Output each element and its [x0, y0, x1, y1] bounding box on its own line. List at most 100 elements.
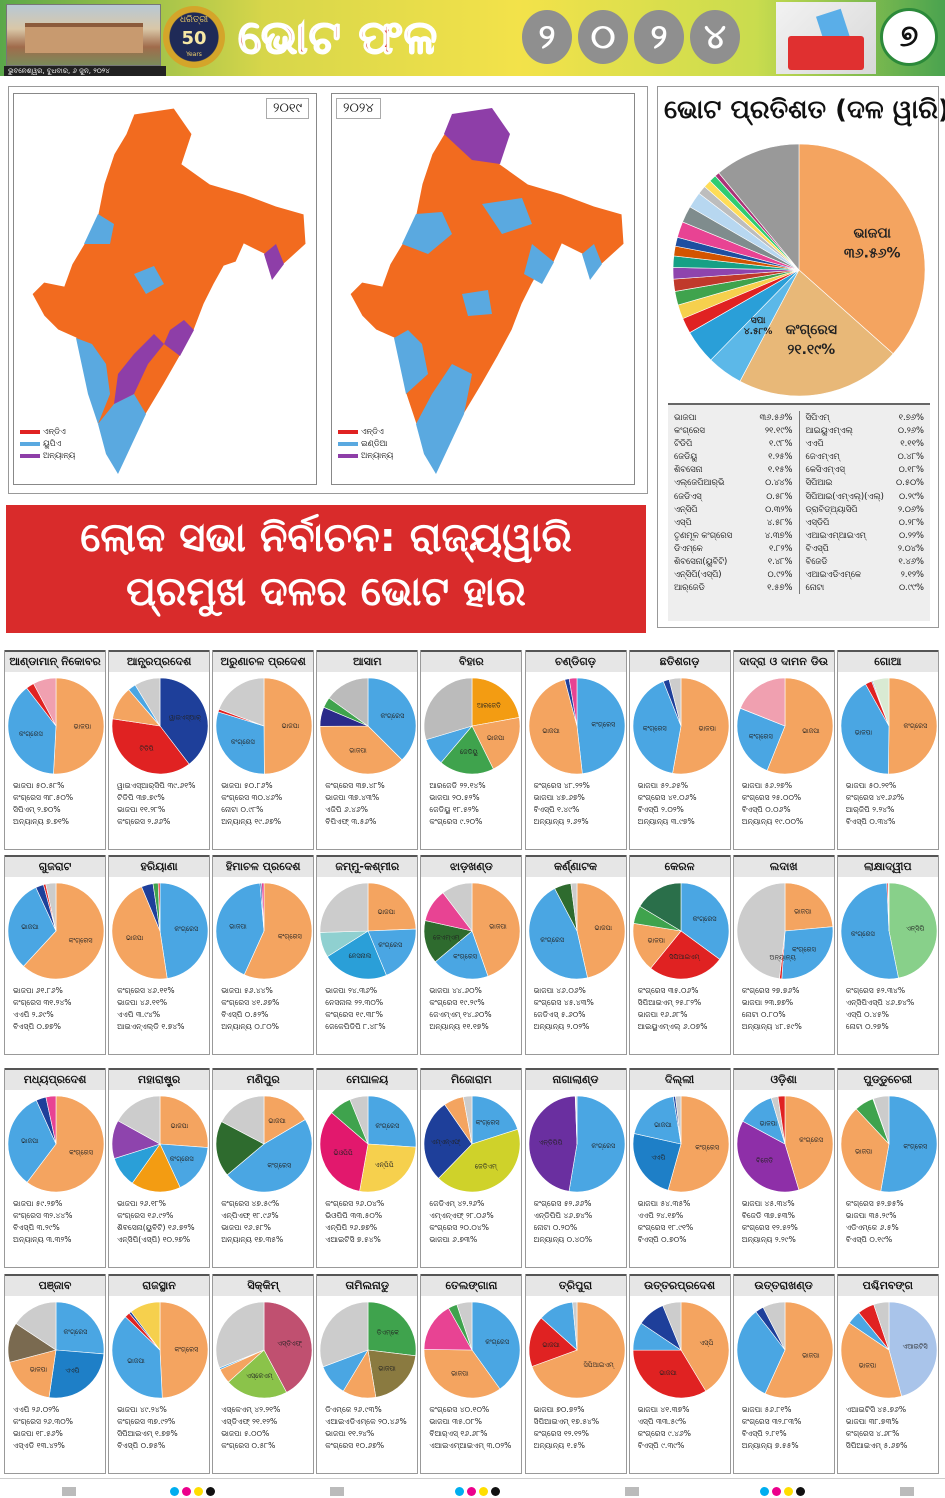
state-pie-chart: ଭାଜପା କଂଗ୍ରେସ	[111, 1095, 209, 1193]
vote-share-row: ଆଇୟୁଏମ୍‌ଏଲ୍ ୦.୨୬%	[806, 424, 925, 437]
year-digit: ୪	[690, 10, 740, 64]
pie-slice	[367, 1349, 417, 1398]
vote-line: କଂଗ୍ରେସ ୪.୬୮%	[845, 1429, 900, 1438]
vote-line: ଜେଡିୟୁ ୧୮.୫୨%	[429, 805, 479, 814]
vote-line: ଏନ୍‌ସିପି(ଏସ୍‌ପି) ୧୦.୨୭%	[117, 1235, 191, 1244]
legend-item: ଅନ୍ୟାନ୍ୟ	[43, 451, 76, 460]
vote-share-row: ଏନ୍‌ସିପି(ଏସ୍‌ପି) ୦.୯୨%	[674, 568, 793, 581]
state-vote-lines: କଂଗ୍ରେସ ୩୫.୦୬% ସିପିଆଇଏମ୍ ୨୫.୮୨% ଭାଜପା ୧୬.୬…	[638, 985, 728, 1033]
party-name: ଜେଡିୟୁ	[674, 451, 698, 462]
national-pie-chart: ଭାଜପା ୩୬.୫୬% କଂଗ୍ରେସ ୨୧.୧୯% ସପା୪.୫୮%	[672, 143, 926, 397]
vote-share-row: ଜେଡିୟୁ ୧.୨୫%	[674, 450, 793, 463]
pie-slice	[674, 1095, 681, 1145]
pie-slice	[766, 677, 833, 775]
vote-line: କଂଗ୍ରେସ ୩୫.୦୬%	[637, 986, 699, 995]
pie-slice	[680, 882, 729, 960]
vote-line: ଭାଜପା ୭୦.୭୨%	[533, 1405, 585, 1414]
pie-slice	[463, 1095, 473, 1145]
map-year-label: ୨୦୧୯	[266, 98, 310, 119]
pie-slice	[244, 882, 313, 980]
vote-line: ବିପିଏଫ୍ ୩.୫୬%	[325, 817, 377, 826]
vote-line: ଟିଡିପି ୩୭.୭୯%	[117, 793, 165, 802]
pie-slice	[440, 725, 495, 775]
state-card: ଗୋଆ କଂଗ୍ରେସ ଭାଜପା ଭାଜପା ୫୦.୨୧% କଂଗ୍ରେସ ୪୧.୬୬…	[836, 650, 939, 850]
state-pie-chart: ଆରଜେଡି ଭାଜପା ଜେଡିୟୁ	[424, 677, 521, 775]
state-vote-lines: ଭାଜପା ୪୬.୦୬% କଂଗ୍ରେସ ୪୫.୪୩% ଜେଡିଏସ୍ ୫.୬୦% ଅ…	[534, 985, 624, 1033]
party-name: ଏନ୍‌ସିପି(ଏସ୍‌ପି)	[674, 569, 722, 580]
pie-slice	[261, 882, 265, 932]
vote-share-row: ଡିଏମ୍‌କେ ୧.୮୨%	[674, 542, 793, 555]
pie-slice	[574, 1095, 577, 1145]
party-name: ଟିଡିପି	[674, 438, 693, 449]
vote-line: ଭାଜପା ୧୮.୫୬%	[13, 1429, 63, 1438]
vote-share-row: ଏସ୍‌ଡିପି ୦.୨୮%	[806, 516, 925, 529]
vote-line: ବିଏସ୍‌ପି ୨.୮୧%	[741, 1429, 787, 1438]
party-percent: ୦.୧୮%	[898, 464, 924, 475]
party-name: ଏଆଇଏଡିଏମ୍‌କେ	[805, 569, 862, 580]
party-name: ଆଇୟୁଏମ୍‌ଏଲ୍	[805, 425, 853, 436]
state-name: ତେଲଙ୍ଗାନା	[421, 1274, 522, 1296]
pie-label: କଂଗ୍ରେସ	[486, 1338, 510, 1346]
pie-slice	[48, 1349, 105, 1399]
party-name: ଶିବସେନା(ୟୁବିଟି)	[674, 556, 728, 567]
pie-slice	[33, 677, 57, 727]
state-pie-chart: କଂଗ୍ରେସ ବିଜେଡି ଭାଜପା	[736, 1095, 833, 1193]
pie-label: କଂଗ୍ରେସ	[540, 936, 564, 944]
pie-label: ଅନ୍ୟାନ୍ୟ	[769, 953, 796, 961]
vote-line: ଭାଜପା ୫୦.୮୬%	[221, 781, 273, 790]
pie-label: ଏସ୍‌କେଏମ୍	[246, 1372, 274, 1380]
state-card: ମହାରାଷ୍ଟ୍ର ଭାଜପା କଂଗ୍ରେସ ଭାଜପା ୨୬.୧୮% କଂଗ୍ରେ…	[108, 1068, 211, 1268]
pie-slice	[798, 143, 926, 355]
state-vote-lines: ଭାଜପା ୫୬.୮୧% କଂଗ୍ରେସ ୩୨.୮୩% ବିଏସ୍‌ପି ୨.୮୧%…	[742, 1404, 832, 1452]
party-percent: ୦.୨୮%	[898, 516, 924, 527]
state-pie-chart: ଭାଜପା କଂଗ୍ରେସ	[632, 677, 729, 775]
state-vote-lines: ଭାଜପା ୫୨.୬୫% କଂଗ୍ରେସ ୪୧.୦୬% ବିଏସ୍‌ପି ୨.୦୨%…	[638, 780, 728, 828]
pie-label: ଭାଜପା	[126, 934, 144, 942]
vote-line: କଂଗ୍ରେସ ୩୮.୫୦%	[13, 793, 74, 802]
state-name: ମିଜୋରାମ	[421, 1068, 522, 1090]
state-name: ବିହାର	[421, 650, 522, 672]
vote-share-row: ଜେଡିଏସ୍ ୦.୫୮%	[674, 490, 793, 503]
party-percent: ୨୧.୧୯%	[764, 425, 793, 436]
map-year-label: ୨୦୨୪	[336, 98, 381, 119]
vote-line: ଭାଜପା ୫.୦୦%	[221, 1429, 270, 1438]
year-digit: ୨	[634, 10, 684, 64]
pie-label: କଂଗ୍ରେସ	[792, 945, 816, 953]
state-vote-lines: ଏଏପି ୨୬.୦୨% କଂଗ୍ରେସ ୨୬.୩୦% ଭାଜପା ୧୮.୫୬% ଏସ୍…	[13, 1404, 103, 1452]
pie-slice	[528, 679, 583, 775]
party-name: ଏଏପି	[805, 438, 824, 449]
vote-line: ଭାଜପା ୫୬.୨୭%	[741, 781, 793, 790]
vote-line: ଏସ୍‌ଏଡି ୧୩.୪୨%	[13, 1441, 65, 1450]
vote-line: ଅନ୍ୟାନ୍ୟ ୧୯.୦୦%	[741, 817, 804, 826]
state-name: ମେଘାଳୟ	[317, 1068, 418, 1090]
vote-line: ବିଏସ୍‌ପି ୦.୭୭%	[13, 1022, 61, 1031]
vote-line: ଭାଜପା ୩୫.୦୮%	[429, 1417, 482, 1426]
state-vote-lines: ଭାଜପା ୬୧.୮୬% କଂଗ୍ରେସ ୩୧.୨୪% ଏଏପି ୨.୬୯% ବିଏସ…	[13, 985, 103, 1033]
party-name: ଏସ୍‌ଡିପି	[805, 516, 830, 527]
vote-line: ଅନ୍ୟାନ୍ୟ ୭.୫୫%	[741, 1441, 799, 1450]
state-vote-lines: କଂଗ୍ରେସ ୪୬.୧୧% ଭାଜପା ୪୬.୧୧% ଏଏପି ୩.୯୪% ଆଇଏନ…	[117, 985, 207, 1033]
vote-line: ଏନ୍‌ଡିପିପି ୪୬.୭୪%	[533, 1211, 593, 1220]
pie-label: ଭାଜପା	[21, 923, 39, 931]
party-percent: ୧.୧୫%	[767, 464, 793, 475]
vote-line: ଭାଜପା ୧୬.୫୮%	[221, 1223, 272, 1232]
state-card: ପଶ୍ଚିମବଙ୍ଗ ଏଆଇଟିସି ଭାଜପା ଏଆଇଟିସି ୪୫.୭୬% ଭାଜପ…	[836, 1274, 939, 1474]
vote-share-row: ଏଆଇଏମ୍‌ଆଇଏମ୍ ୦.୨୨%	[806, 529, 925, 542]
vote-line: ଆଇଏନ୍‌ଏଲ୍‌ଡି ୧.୭୪%	[117, 1022, 185, 1031]
vote-line: ବିଜେଡି ୩୭.୫୩%	[741, 1211, 795, 1220]
vote-line: ଅନ୍ୟାନ୍ୟ ୭.୭୧%	[13, 817, 70, 826]
vote-line: ସିପିଆଇଏମ୍ ୫.୬୭%	[845, 1441, 908, 1450]
vote-line: କଂଗ୍ରେସ ୩୧.୨୪%	[13, 998, 72, 1007]
state-vote-lines: ଭାଜପା ୨୪.୩୬% ନେସନାଲ ୨୨.୩୦% କଂଗ୍ରେସ ୧୯.୩୮% ଜ…	[325, 985, 415, 1033]
party-name: ଏଲ୍‌ଜେପିଆର୍‌ଭି	[674, 477, 725, 488]
pie-label: କଂଗ୍ରେସ	[903, 722, 927, 730]
state-pie-chart: କଂଗ୍ରେସ ଭାଜପା	[319, 677, 417, 775]
party-percent: ୧.୪୮%	[767, 556, 793, 567]
party-percent: ୧.୯୮%	[768, 438, 793, 449]
vote-line: ସିପିଆଇଏମ୍ ୧.୭୭%	[117, 1429, 178, 1438]
pie-label: କଂଗ୍ରେସ	[379, 941, 403, 949]
pie-slice	[263, 677, 313, 775]
state-pie-chart: କଂଗ୍ରେସ ଭାଜପା	[528, 677, 625, 775]
state-card: ଲଦାଖ ଭାଜପା କଂଗ୍ରେସ ଅନ୍ୟାନ୍ୟ କଂଗ୍ରେସ ୨୭.୭୬% ଭା…	[732, 855, 835, 1055]
map-legend: ଏନ୍‌ଡିଏ ଇଣ୍ଡିଆ ଅନ୍ୟାନ୍ୟ	[338, 426, 393, 462]
